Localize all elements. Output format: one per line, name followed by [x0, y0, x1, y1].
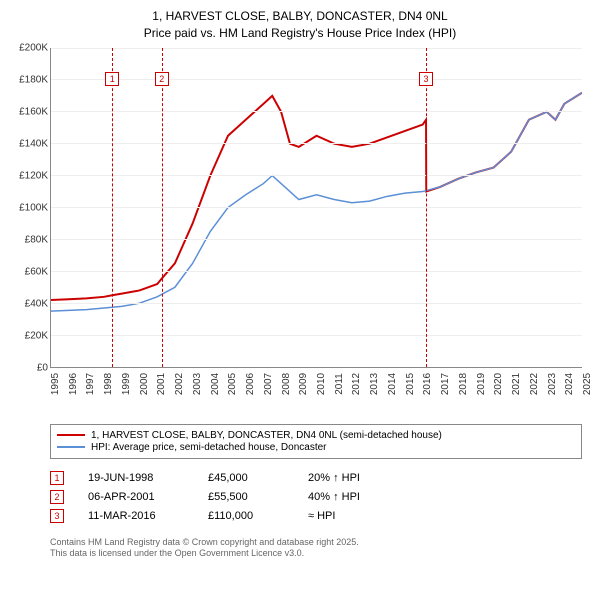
row-price: £110,000 — [208, 510, 308, 522]
row-badge: 1 — [50, 471, 64, 485]
fineprint-line-2: This data is licensed under the Open Gov… — [50, 548, 590, 560]
y-tick-label: £120K — [19, 170, 48, 181]
row-note: ≈ HPI — [308, 510, 582, 522]
y-tick-label: £200K — [19, 42, 48, 53]
gridline — [51, 175, 582, 176]
legend-swatch — [57, 434, 85, 436]
series-line — [51, 92, 582, 299]
fineprint-line-1: Contains HM Land Registry data © Crown c… — [50, 537, 590, 549]
event-vline — [112, 48, 113, 367]
series-line — [51, 92, 582, 311]
x-tick-label: 2005 — [227, 372, 238, 394]
x-tick-label: 2004 — [210, 372, 221, 394]
gridline — [51, 207, 582, 208]
title-line-1: 1, HARVEST CLOSE, BALBY, DONCASTER, DN4 … — [10, 8, 590, 25]
y-tick-label: £60K — [25, 266, 48, 277]
event-marker: 1 — [105, 72, 119, 86]
gridline — [51, 239, 582, 240]
event-marker: 2 — [155, 72, 169, 86]
y-tick-label: £20K — [25, 330, 48, 341]
row-price: £45,000 — [208, 472, 308, 484]
chart-title: 1, HARVEST CLOSE, BALBY, DONCASTER, DN4 … — [10, 8, 590, 42]
gridline — [51, 143, 582, 144]
gridline — [51, 303, 582, 304]
row-date: 19-JUN-1998 — [88, 472, 208, 484]
x-axis: 1995199619971998199920002001200220032004… — [50, 376, 582, 416]
gridline — [51, 271, 582, 272]
title-line-2: Price paid vs. HM Land Registry's House … — [10, 25, 590, 42]
x-tick-label: 2003 — [192, 372, 203, 394]
x-tick-label: 1995 — [50, 372, 61, 394]
x-tick-label: 2016 — [422, 372, 433, 394]
x-tick-label: 2025 — [582, 372, 593, 394]
x-tick-label: 2012 — [351, 372, 362, 394]
row-note: 20% ↑ HPI — [308, 472, 582, 484]
event-marker: 3 — [419, 72, 433, 86]
x-tick-label: 2017 — [440, 372, 451, 394]
x-tick-label: 2006 — [245, 372, 256, 394]
x-tick-label: 2001 — [156, 372, 167, 394]
x-tick-label: 2008 — [281, 372, 292, 394]
y-tick-label: £0 — [37, 362, 48, 373]
y-tick-label: £180K — [19, 74, 48, 85]
y-tick-label: £40K — [25, 298, 48, 309]
gridline — [51, 335, 582, 336]
x-tick-label: 2009 — [298, 372, 309, 394]
row-badge: 2 — [50, 490, 64, 504]
row-badge: 3 — [50, 509, 64, 523]
x-tick-label: 2023 — [547, 372, 558, 394]
plot-area: 1 2 3 — [50, 48, 582, 368]
x-tick-label: 2011 — [334, 373, 345, 395]
x-tick-label: 2007 — [263, 372, 274, 394]
event-vline — [426, 48, 427, 367]
x-tick-label: 1999 — [121, 372, 132, 394]
legend-label: HPI: Average price, semi-detached house,… — [91, 442, 327, 453]
x-tick-label: 2020 — [493, 372, 504, 394]
y-tick-label: £160K — [19, 106, 48, 117]
x-tick-label: 1997 — [85, 372, 96, 394]
gridline — [51, 79, 582, 80]
legend-item: HPI: Average price, semi-detached house,… — [57, 442, 575, 453]
x-tick-label: 2013 — [369, 372, 380, 394]
row-date: 11-MAR-2016 — [88, 510, 208, 522]
x-tick-label: 2019 — [476, 372, 487, 394]
row-note: 40% ↑ HPI — [308, 491, 582, 503]
chart-area: £0£20K£40K£60K£80K£100K£120K£140K£160K£1… — [50, 48, 582, 388]
transaction-row: 1 19-JUN-1998£45,00020% ↑ HPI — [50, 471, 582, 485]
fineprint: Contains HM Land Registry data © Crown c… — [50, 537, 590, 560]
transaction-rows: 1 19-JUN-1998£45,00020% ↑ HPI 2 06-APR-2001… — [50, 471, 582, 523]
event-vline — [162, 48, 163, 367]
x-tick-label: 1996 — [68, 372, 79, 394]
y-tick-label: £140K — [19, 138, 48, 149]
transaction-row: 3 11-MAR-2016£110,000≈ HPI — [50, 509, 582, 523]
x-tick-label: 2000 — [139, 372, 150, 394]
legend-label: 1, HARVEST CLOSE, BALBY, DONCASTER, DN4 … — [91, 430, 442, 441]
y-tick-label: £100K — [19, 202, 48, 213]
y-axis: £0£20K£40K£60K£80K£100K£120K£140K£160K£1… — [10, 48, 50, 368]
gridline — [51, 111, 582, 112]
transaction-row: 2 06-APR-2001£55,50040% ↑ HPI — [50, 490, 582, 504]
y-tick-label: £80K — [25, 234, 48, 245]
row-date: 06-APR-2001 — [88, 491, 208, 503]
x-tick-label: 2021 — [511, 372, 522, 394]
legend-item: 1, HARVEST CLOSE, BALBY, DONCASTER, DN4 … — [57, 430, 575, 441]
x-tick-label: 2015 — [405, 372, 416, 394]
x-tick-label: 2018 — [458, 372, 469, 394]
legend-swatch — [57, 446, 85, 448]
x-tick-label: 1998 — [103, 372, 114, 394]
gridline — [51, 48, 582, 49]
row-price: £55,500 — [208, 491, 308, 503]
x-tick-label: 2024 — [564, 372, 575, 394]
legend-box: 1, HARVEST CLOSE, BALBY, DONCASTER, DN4 … — [50, 424, 582, 459]
x-tick-label: 2022 — [529, 372, 540, 394]
x-tick-label: 2010 — [316, 372, 327, 394]
x-tick-label: 2002 — [174, 372, 185, 394]
x-tick-label: 2014 — [387, 372, 398, 394]
